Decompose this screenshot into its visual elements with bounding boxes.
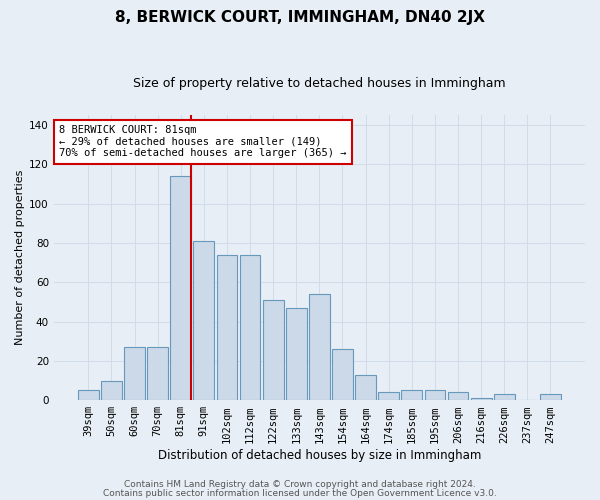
Bar [101, 380, 122, 400]
Bar [286, 308, 307, 400]
Bar [217, 255, 238, 400]
Bar [263, 300, 284, 400]
Bar [124, 347, 145, 400]
Bar [239, 255, 260, 400]
X-axis label: Distribution of detached houses by size in Immingham: Distribution of detached houses by size … [158, 450, 481, 462]
Bar [540, 394, 561, 400]
Bar [332, 349, 353, 400]
Bar [425, 390, 445, 400]
Bar [78, 390, 99, 400]
Title: Size of property relative to detached houses in Immingham: Size of property relative to detached ho… [133, 78, 506, 90]
Bar [494, 394, 515, 400]
Bar [401, 390, 422, 400]
Bar [193, 241, 214, 400]
Y-axis label: Number of detached properties: Number of detached properties [15, 170, 25, 346]
Text: 8 BERWICK COURT: 81sqm
← 29% of detached houses are smaller (149)
70% of semi-de: 8 BERWICK COURT: 81sqm ← 29% of detached… [59, 125, 347, 158]
Bar [471, 398, 491, 400]
Text: Contains HM Land Registry data © Crown copyright and database right 2024.: Contains HM Land Registry data © Crown c… [124, 480, 476, 489]
Text: 8, BERWICK COURT, IMMINGHAM, DN40 2JX: 8, BERWICK COURT, IMMINGHAM, DN40 2JX [115, 10, 485, 25]
Bar [147, 347, 168, 400]
Bar [309, 294, 330, 400]
Bar [170, 176, 191, 400]
Bar [379, 392, 399, 400]
Text: Contains public sector information licensed under the Open Government Licence v3: Contains public sector information licen… [103, 489, 497, 498]
Bar [448, 392, 469, 400]
Bar [355, 374, 376, 400]
